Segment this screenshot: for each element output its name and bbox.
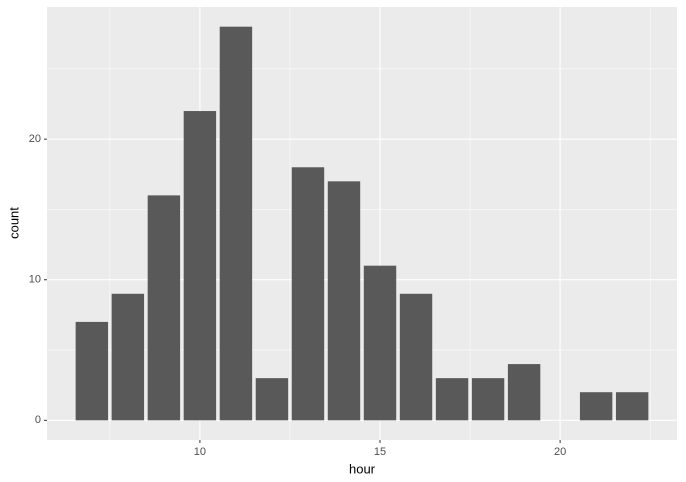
x-tick-label: 15 bbox=[374, 446, 386, 458]
bar bbox=[147, 195, 181, 421]
y-tick-label: 20 bbox=[29, 133, 41, 145]
y-tick-label: 0 bbox=[35, 414, 41, 426]
bar bbox=[363, 265, 397, 421]
bar bbox=[579, 392, 613, 421]
x-axis-label: hour bbox=[349, 461, 376, 476]
x-tick-label: 20 bbox=[554, 446, 566, 458]
bar bbox=[399, 293, 433, 421]
x-tick-label: 10 bbox=[194, 446, 206, 458]
bar bbox=[435, 378, 469, 421]
bar bbox=[111, 293, 145, 421]
bar bbox=[507, 364, 541, 421]
bar bbox=[255, 378, 289, 421]
bar bbox=[183, 111, 217, 421]
bar bbox=[327, 181, 361, 421]
bar bbox=[75, 321, 109, 421]
bar bbox=[219, 26, 253, 421]
bar bbox=[471, 378, 505, 421]
bar bbox=[615, 392, 649, 421]
bar bbox=[291, 167, 325, 421]
y-axis-label: count bbox=[6, 207, 21, 239]
y-tick-label: 10 bbox=[29, 274, 41, 286]
